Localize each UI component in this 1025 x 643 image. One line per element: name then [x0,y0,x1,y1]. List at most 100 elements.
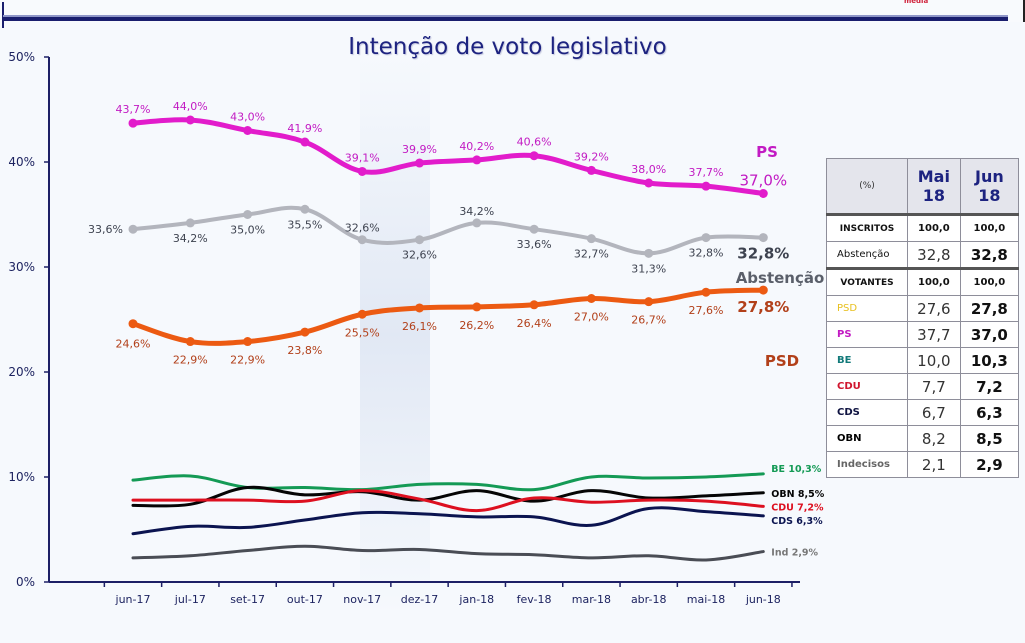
x-tick-label: jan-18 [458,593,494,606]
data-label: 34,2% [459,205,494,218]
data-point [185,337,195,347]
data-point [128,319,138,329]
series-name-label: PSD [765,352,799,370]
x-tick-label: abr-18 [631,593,667,606]
data-point [758,233,768,243]
series-line-cds [131,506,765,536]
data-point [300,327,310,337]
x-tick-label: out-17 [287,593,323,606]
row-label: PSD [826,295,908,322]
data-label: 43,0% [230,111,265,124]
data-label: 37,0% [739,172,787,190]
brand-logo-text: media [904,0,929,5]
data-point [300,137,310,147]
data-point [128,118,138,128]
cell-mai: 100,0 [907,267,961,296]
x-tick-label: dez-17 [401,593,439,606]
data-label: 27,8% [737,298,789,316]
cell-jun: 100,0 [959,267,1020,296]
x-tick-label: set-17 [230,593,265,606]
series-line-psd [130,287,766,346]
data-label: 26,7% [631,314,666,327]
data-label: 26,1% [402,320,437,333]
cell-mai: 2,1 [907,451,961,478]
y-tick-label: 0% [16,575,35,589]
series-line-absteno [131,205,766,256]
cell-mai: 10,0 [907,347,961,374]
cell-jun: 6,3 [959,399,1020,426]
data-point [701,287,711,297]
row-label: VOTANTES [826,267,908,296]
data-point [185,218,195,228]
cell-mai: 27,6 [907,295,961,322]
cell-jun: 32,8 [959,241,1020,269]
data-label: 39,9% [402,143,437,156]
unit-header: (%) [826,158,908,215]
table-row: CDU 7,7 7,2 [826,373,1020,400]
data-point [415,303,424,313]
data-point [758,285,768,295]
data-label: 22,9% [230,354,265,367]
data-point [472,302,482,312]
series-line-cdu [131,489,765,513]
x-tick-label: jun-17 [115,593,151,606]
data-point [586,234,596,244]
data-label: 32,6% [402,249,437,262]
series-name-label: PS [756,143,778,161]
table-row: PSD 27,6 27,8 [826,295,1020,322]
cell-jun: 2,9 [959,451,1020,478]
table-row: INSCRITOS 100,0 100,0 [826,213,1020,242]
col-header-mai-month: Mai [917,167,950,186]
cell-jun: 10,3 [959,347,1020,374]
data-label: 39,2% [574,150,609,163]
data-label: 32,8% [737,245,789,263]
table-row: Indecisos 2,1 2,9 [826,451,1020,478]
data-label: 26,2% [459,319,494,332]
cell-mai: 6,7 [907,399,961,426]
summary-table: (%) Mai 18 Jun 18 INSCRITOS 100,0 100,0 Abs… [826,158,1020,478]
row-label: INSCRITOS [826,213,908,242]
y-tick-label: 20% [8,365,35,379]
data-point [415,158,424,168]
data-point [701,233,711,243]
data-label: 37,7% [689,166,724,179]
col-header-mai: Mai 18 [907,158,961,215]
table-row: BE 10,0 10,3 [826,347,1020,374]
x-tick-label: jul-17 [174,593,206,606]
cell-jun: 37,0 [959,321,1020,348]
col-header-jun: Jun 18 [959,158,1020,215]
data-point [300,204,310,214]
data-label: 35,5% [287,218,322,231]
x-tick-label: jun-18 [745,593,781,606]
row-label: BE [826,347,908,374]
data-label: 44,0% [173,100,208,113]
cell-mai: 8,2 [907,425,961,452]
series-end-label: Ind 2,9% [771,548,818,559]
data-label: 22,9% [173,354,208,367]
y-tick-label: 50% [8,50,35,64]
data-label: 25,5% [345,326,380,339]
data-point [529,151,539,161]
table-row: CDS 6,7 6,3 [826,399,1020,426]
data-point [185,115,195,125]
data-label: 26,4% [517,317,552,330]
series-end-label: CDU 7,2% [771,502,824,513]
data-label: 23,8% [287,344,322,357]
data-point [701,181,711,191]
data-point [644,178,654,188]
series-end-label: OBN 8,5% [771,489,824,500]
cell-mai: 37,7 [907,321,961,348]
series-line-ps [130,117,766,196]
cell-mai: 32,8 [907,241,961,269]
x-tick-label: fev-18 [517,593,552,606]
data-point [243,337,253,347]
data-point [586,165,596,175]
data-point [644,297,654,307]
y-tick-label: 30% [8,260,35,274]
series-line-be [131,472,765,492]
row-label: Abstenção [826,241,908,269]
cell-jun: 7,2 [959,373,1020,400]
data-label: 40,2% [459,140,494,153]
data-label: 39,1% [345,151,380,164]
